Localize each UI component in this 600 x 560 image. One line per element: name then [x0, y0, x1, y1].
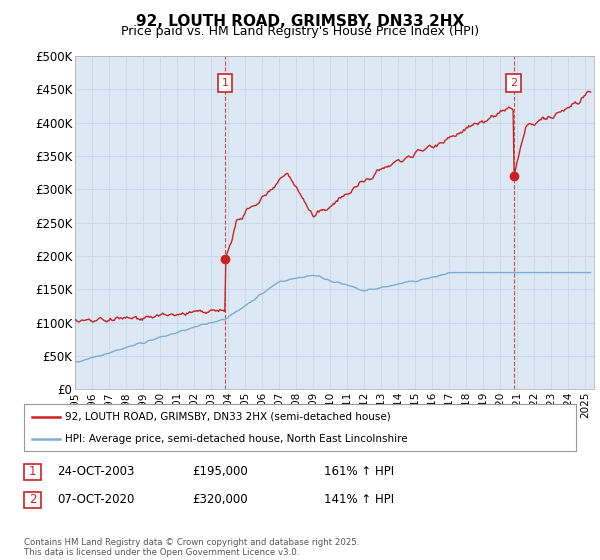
Text: 141% ↑ HPI: 141% ↑ HPI: [324, 493, 394, 506]
Text: 24-OCT-2003: 24-OCT-2003: [57, 465, 134, 478]
Text: 2: 2: [29, 493, 36, 506]
Text: 1: 1: [221, 78, 229, 88]
Text: £195,000: £195,000: [192, 465, 248, 478]
Text: Contains HM Land Registry data © Crown copyright and database right 2025.
This d: Contains HM Land Registry data © Crown c…: [24, 538, 359, 557]
Text: 2: 2: [510, 78, 517, 88]
Text: HPI: Average price, semi-detached house, North East Lincolnshire: HPI: Average price, semi-detached house,…: [65, 434, 408, 444]
Text: 161% ↑ HPI: 161% ↑ HPI: [324, 465, 394, 478]
Text: 92, LOUTH ROAD, GRIMSBY, DN33 2HX: 92, LOUTH ROAD, GRIMSBY, DN33 2HX: [136, 14, 464, 29]
Text: Price paid vs. HM Land Registry's House Price Index (HPI): Price paid vs. HM Land Registry's House …: [121, 25, 479, 38]
Text: 92, LOUTH ROAD, GRIMSBY, DN33 2HX (semi-detached house): 92, LOUTH ROAD, GRIMSBY, DN33 2HX (semi-…: [65, 412, 391, 422]
Text: 07-OCT-2020: 07-OCT-2020: [57, 493, 134, 506]
Text: 1: 1: [29, 465, 36, 478]
Text: £320,000: £320,000: [192, 493, 248, 506]
